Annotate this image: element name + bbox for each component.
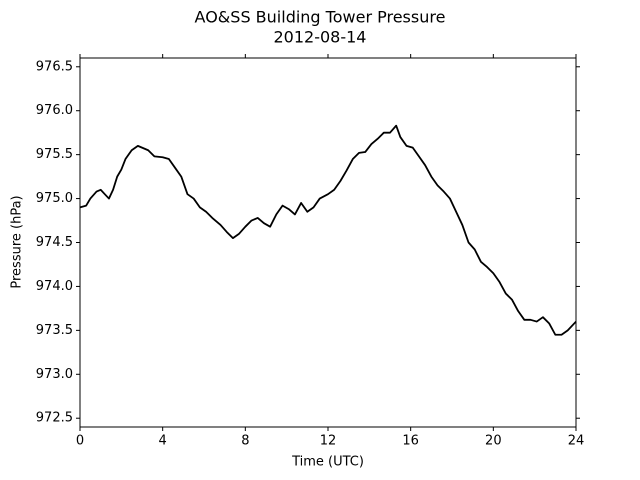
x-tick-label: 8: [241, 434, 249, 449]
y-tick-label: 974.5: [36, 235, 73, 250]
y-tick-label: 974.0: [36, 279, 73, 294]
y-tick-label: 973.5: [36, 323, 73, 338]
y-tick-label: 976.5: [36, 59, 73, 74]
x-tick-label: 16: [402, 434, 419, 449]
x-tick-label: 20: [485, 434, 502, 449]
y-tick-label: 975.0: [36, 191, 73, 206]
y-tick-label: 972.5: [36, 411, 73, 426]
chart-title: AO&SS Building Tower Pressure: [195, 8, 446, 27]
x-tick-label: 12: [320, 434, 337, 449]
data-line: [79, 124, 577, 336]
x-tick-label: 4: [159, 434, 167, 449]
y-tick-label: 976.0: [36, 103, 73, 118]
x-tick-label: 24: [568, 434, 585, 449]
y-tick-label: 973.0: [36, 367, 73, 382]
x-axis-label: Time (UTC): [291, 455, 364, 470]
plot-frame: [79, 57, 577, 428]
y-tick-label: 975.5: [36, 147, 73, 162]
y-axis-label: Pressure (hPa): [10, 195, 25, 288]
x-tick-label: 0: [76, 434, 84, 449]
chart-subtitle: 2012-08-14: [274, 28, 367, 47]
